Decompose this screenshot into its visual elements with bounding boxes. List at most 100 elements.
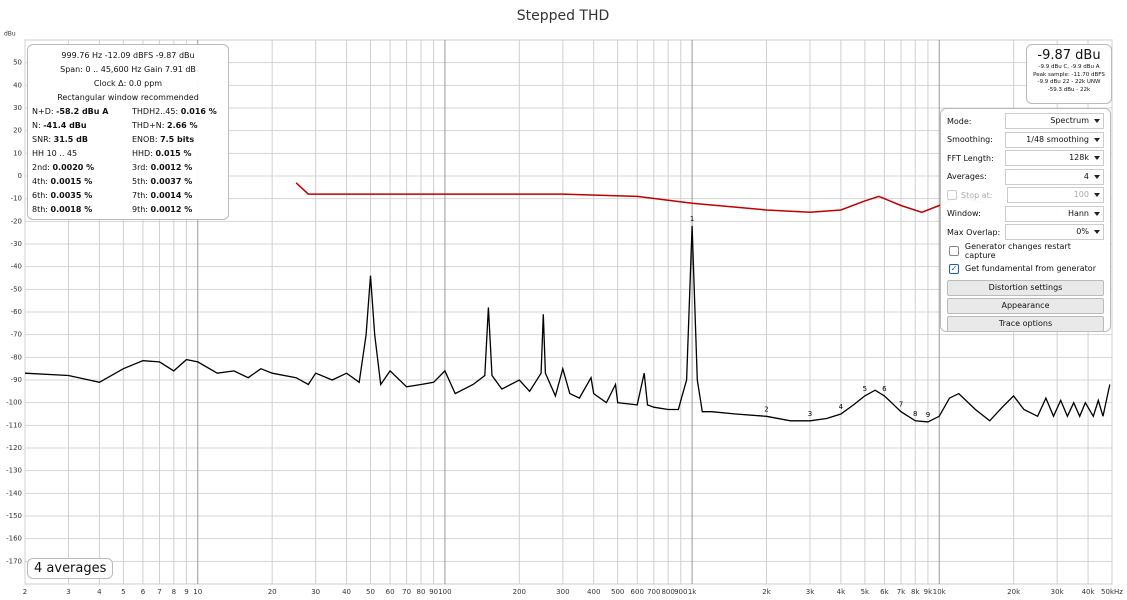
info-line: 999.76 Hz -12.09 dBFS -9.87 dBu — [61, 51, 195, 60]
control-row: FFT Length: 128k — [941, 149, 1110, 168]
info-cell: THD+N: 2.66 % — [128, 119, 228, 133]
dropdown[interactable]: 0% — [1005, 224, 1104, 241]
info-value: 0.0015 % — [50, 177, 93, 186]
info-label: 9th: — [132, 205, 148, 214]
chart-title: Stepped THD — [517, 8, 610, 24]
x-tick-label: 30 — [311, 588, 320, 596]
info-label: HHD: — [132, 149, 153, 158]
checkbox[interactable] — [947, 190, 957, 201]
info-row: 2nd: 0.0020 % 3rd: 0.0012 % — [28, 161, 228, 175]
control-row: Mode: Spectrum — [941, 112, 1110, 131]
averages-label: 4 averages — [27, 558, 114, 579]
info-line: Rectangular window recommended — [57, 93, 199, 102]
level-panel: -9.87 dBu -9.9 dBu C, -9.9 dBu A Peak samp… — [1026, 44, 1112, 104]
dropdown[interactable]: 1/48 smoothing — [1005, 131, 1104, 148]
info-cell: ENOB: 7.5 bits — [128, 133, 228, 147]
level-line: -59.3 dBu - 22k — [1047, 86, 1091, 93]
control-label: FFT Length: — [947, 153, 994, 163]
info-value: -41.4 dBu — [43, 121, 87, 130]
x-tick-label: 5 — [121, 588, 125, 596]
control-label: Max Overlap: — [947, 227, 1001, 237]
info-cell: N: -41.4 dBu — [28, 119, 128, 133]
harmonic-marker: 3 — [808, 410, 812, 418]
x-tick-label: 40 — [342, 588, 351, 596]
dropdown[interactable]: 128k — [1005, 150, 1104, 167]
y-tick-label: -10 — [11, 195, 22, 203]
level-line: Peak sample: -11.70 dBFS — [1033, 71, 1105, 78]
info-cell: 9th: 0.0012 % — [128, 203, 228, 217]
button[interactable]: Distortion settings — [947, 279, 1104, 296]
button[interactable]: Trace options — [947, 315, 1104, 332]
info-cell: 2nd: 0.0020 % — [28, 161, 128, 175]
y-tick-label: -110 — [6, 421, 22, 429]
info-label: HH 10 .. 45 — [32, 149, 78, 158]
info-cell: HH 10 .. 45 — [28, 147, 128, 161]
control-label: Window: — [947, 209, 981, 219]
dropdown[interactable]: Spectrum — [1005, 113, 1104, 130]
x-tick-label: 20 — [268, 588, 277, 596]
y-tick-label: -40 — [11, 263, 22, 271]
x-tick-label: 30k — [1051, 588, 1065, 596]
x-tick-label: 6k — [880, 588, 889, 596]
controls-panel: Mode: Spectrum Smoothing: 1/48 smoothing FFT… — [940, 108, 1111, 332]
y-tick-label: -50 — [11, 285, 22, 293]
info-cell: 7th: 0.0014 % — [128, 189, 228, 203]
level-value: -9.87 dBu — [1037, 48, 1101, 63]
info-label: 8th: — [32, 205, 48, 214]
x-tick-label: 20k — [1007, 588, 1021, 596]
info-label: SNR: — [32, 135, 52, 144]
info-row: 4th: 0.0015 % 5th: 0.0037 % — [28, 175, 228, 189]
trace — [24, 225, 1111, 423]
harmonic-marker: 4 — [839, 403, 844, 411]
dropdown[interactable]: Hann — [1005, 205, 1104, 222]
info-value: 0.016 % — [180, 107, 217, 116]
x-tick-label: 50kHz — [1101, 588, 1123, 596]
x-tick-label: 2k — [762, 588, 771, 596]
y-tick-label: -140 — [6, 489, 22, 497]
x-tick-label: 900 — [674, 588, 687, 596]
info-row: 6th: 0.0035 % 7th: 0.0014 % — [28, 189, 228, 203]
info-value: 2.66 % — [167, 121, 198, 130]
info-cell: N+D: -58.2 dBu A — [28, 105, 128, 119]
info-cell: SNR: 31.5 dB — [28, 133, 128, 147]
control-row: Stop at: 100 — [941, 186, 1110, 205]
y-tick-label: 50 — [13, 59, 22, 67]
x-tick-label: 100 — [438, 588, 451, 596]
info-label: 7th: — [132, 191, 148, 200]
info-label: THD+N: — [132, 121, 165, 130]
x-tick-label: 70 — [402, 588, 411, 596]
dropdown[interactable]: 4 — [1005, 168, 1104, 185]
x-tick-label: 7 — [157, 588, 161, 596]
info-value: 7.5 bits — [160, 135, 195, 144]
dropdown[interactable]: 100 — [1007, 187, 1104, 204]
x-tick-label: 80 — [417, 588, 426, 596]
y-tick-label: -160 — [6, 535, 22, 543]
info-cell: 5th: 0.0037 % — [128, 175, 228, 189]
control-label: Averages: — [947, 172, 987, 182]
y-tick-label: -90 — [11, 376, 22, 384]
checkbox[interactable] — [949, 245, 959, 256]
info-cell: 4th: 0.0015 % — [28, 175, 128, 189]
info-cell: 6th: 0.0035 % — [28, 189, 128, 203]
x-tick-label: 700 — [647, 588, 660, 596]
y-tick-label: -60 — [11, 308, 22, 316]
y-tick-label: -70 — [11, 331, 22, 339]
control-label: Mode: — [947, 116, 972, 126]
harmonic-marker: 7 — [899, 401, 903, 409]
y-tick-label: -20 — [11, 217, 22, 225]
info-row: SNR: 31.5 dB ENOB: 7.5 bits — [28, 133, 228, 147]
x-tick-label: 9k — [924, 588, 933, 596]
y-tick-label: 30 — [13, 104, 22, 112]
info-value: 0.0012 % — [150, 205, 193, 214]
info-label: 6th: — [32, 191, 48, 200]
checkbox-label: Generator changes restart capture — [964, 241, 1071, 260]
info-label: N+D: — [32, 107, 54, 116]
x-tick-label: 3k — [806, 588, 815, 596]
info-row: N+D: -58.2 dBu A THDH2..45: 0.016 % — [28, 105, 228, 119]
x-tick-label: 8 — [172, 588, 176, 596]
checkbox-row: ✓ Get fundamental from generator — [941, 260, 1110, 278]
checkbox[interactable]: ✓ — [949, 263, 959, 274]
button[interactable]: Appearance — [947, 297, 1104, 314]
y-tick-label: -30 — [11, 240, 22, 248]
